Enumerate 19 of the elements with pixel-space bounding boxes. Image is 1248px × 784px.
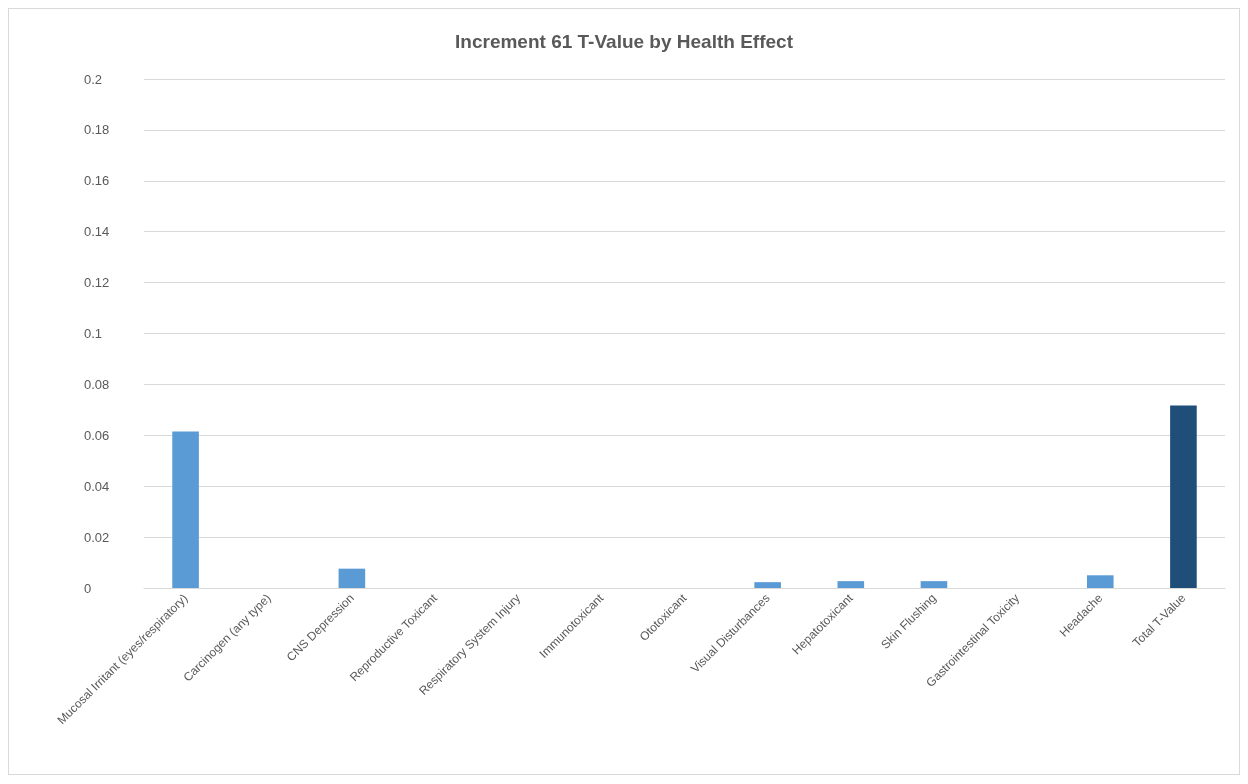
y-tick-label: 0.02: [84, 529, 110, 545]
bar: [920, 581, 948, 588]
bar: [338, 568, 366, 588]
y-tick-label: 0: [84, 580, 92, 596]
y-tick-label: 0.06: [84, 427, 110, 443]
bar: [1170, 405, 1197, 588]
y-tick-label: 0.08: [84, 376, 110, 392]
bar: [1086, 575, 1114, 588]
bar: [172, 431, 199, 588]
y-tick-label: 0.12: [84, 275, 110, 291]
y-tick-label: 0.16: [84, 173, 110, 189]
y-tick-label: 0.1: [84, 326, 103, 341]
bar: [754, 582, 781, 588]
bar: [837, 581, 865, 588]
y-tick-label: 0.2: [84, 71, 103, 87]
y-tick-label: 0.14: [84, 224, 110, 240]
y-tick-label: 0.18: [84, 122, 110, 138]
chart-title: Increment 61 T-Value by Health Effect: [455, 31, 794, 52]
y-tick-label: 0.04: [84, 478, 110, 494]
